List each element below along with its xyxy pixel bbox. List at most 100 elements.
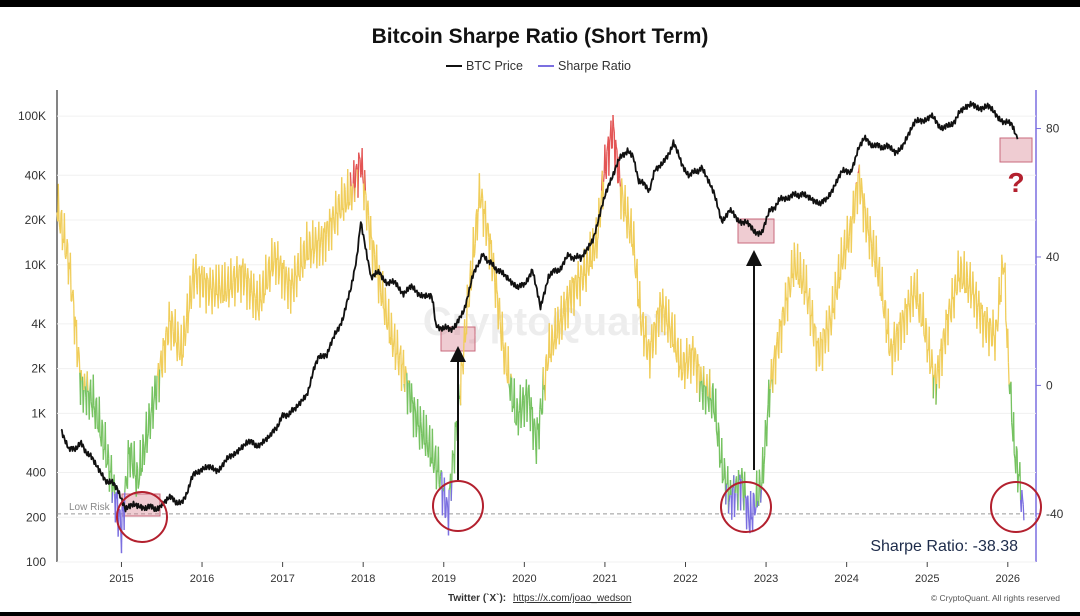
sharpe-segment: [962, 281, 965, 287]
sharpe-segment: [187, 309, 190, 314]
sharpe-segment: [639, 281, 642, 321]
sharpe-segment: [135, 462, 138, 497]
sharpe-segment: [335, 190, 337, 214]
sharpe-segment: [671, 312, 674, 347]
sharpe-segment: [277, 241, 280, 285]
sharpe-segment: [357, 152, 360, 198]
sharpe-segment: [89, 379, 92, 402]
sharpe-segment: [694, 347, 697, 351]
sharpe-segment: [57, 183, 60, 220]
sharpe-segment: [433, 452, 436, 467]
sharpe-segment: [860, 178, 863, 190]
sharpe-segment: [693, 347, 696, 363]
sharpe-segment: [606, 145, 609, 152]
sharpe-segment: [653, 321, 656, 324]
sharpe-segment: [106, 463, 108, 466]
sharpe-segment: [611, 147, 613, 150]
sharpe-segment: [713, 412, 716, 416]
sharpe-segment: [582, 285, 585, 291]
sharpe-segment: [850, 220, 853, 253]
left-tick-label: 1K: [31, 406, 46, 420]
sharpe-segment: [559, 317, 562, 325]
sharpe-segment: [288, 267, 290, 281]
sharpe-segment: [203, 267, 206, 278]
sharpe-segment: [343, 183, 346, 221]
sharpe-segment: [772, 358, 775, 393]
sharpe-segment: [212, 281, 215, 290]
sharpe-segment: [636, 258, 639, 307]
footer-twitter-link[interactable]: https://x.com/joao_wedson: [513, 593, 631, 604]
sharpe-segment: [890, 338, 893, 342]
sharpe-segment: [291, 268, 294, 283]
chart-title: Bitcoin Sharpe Ratio (Short Term): [372, 25, 709, 48]
sharpe-segment: [807, 295, 810, 300]
sharpe-segment: [848, 222, 851, 237]
sharpe-segment: [285, 266, 288, 273]
sharpe-segment: [212, 269, 215, 282]
sharpe-segment: [743, 471, 746, 496]
sharpe-segment: [372, 240, 375, 244]
sharpe-segment: [795, 270, 798, 280]
sharpe-segment: [234, 278, 237, 307]
sharpe-segment: [842, 244, 845, 264]
sharpe-segment: [498, 297, 501, 322]
sharpe-segment: [694, 350, 697, 365]
sharpe-segment: [963, 251, 966, 294]
sharpe-segment: [134, 474, 137, 478]
sharpe-segment: [845, 248, 848, 251]
sharpe-segment: [763, 455, 766, 465]
sharpe-segment: [901, 309, 904, 331]
sharpe-segment: [218, 264, 221, 285]
sharpe-segment: [871, 246, 874, 267]
sharpe-segment: [556, 337, 558, 340]
x-tick-label: 2021: [593, 573, 617, 585]
sharpe-segment: [888, 350, 891, 357]
sharpe-segment: [231, 282, 234, 298]
left-tick-label: 4K: [31, 317, 46, 331]
sharpe-segment: [723, 458, 726, 472]
sharpe-segment: [624, 184, 627, 215]
sharpe-segment: [1015, 446, 1018, 474]
sharpe-segment: [253, 292, 256, 299]
sharpe-segment: [76, 358, 79, 368]
sharpe-segment: [784, 282, 787, 301]
sharpe-segment: [819, 332, 822, 340]
sharpe-segment: [586, 256, 589, 271]
sharpe-segment: [149, 413, 152, 439]
sharpe-segment: [460, 352, 463, 366]
sharpe-segment: [392, 338, 395, 348]
sharpe-segment: [702, 366, 705, 386]
sharpe-segment: [310, 247, 313, 251]
sharpe-segment: [666, 322, 669, 328]
sharpe-segment: [139, 439, 142, 476]
sharpe-segment: [840, 237, 843, 263]
sharpe-segment: [168, 301, 171, 320]
sharpe-segment: [105, 464, 108, 468]
sharpe-segment: [504, 342, 507, 373]
sharpe-segment: [646, 343, 649, 360]
sharpe-segment: [244, 263, 247, 273]
sharpe-segment: [476, 212, 479, 241]
sharpe-segment: [619, 178, 622, 187]
sharpe-segment: [518, 410, 521, 414]
sharpe-segment: [884, 299, 887, 302]
sharpe-segment: [897, 321, 900, 361]
sharpe-segment: [420, 421, 423, 434]
sharpe-segment: [245, 272, 248, 280]
sharpe-segment: [226, 279, 229, 297]
sharpe-segment: [448, 487, 451, 491]
sharpe-segment: [793, 242, 796, 257]
sharpe-segment: [768, 388, 771, 418]
sharpe-segment: [918, 294, 921, 323]
sharpe-segment: [805, 264, 808, 297]
sharpe-segment: [373, 243, 376, 255]
sharpe-segment: [379, 274, 382, 293]
sharpe-segment: [155, 375, 158, 410]
x-tick-label: 2022: [673, 573, 697, 585]
sharpe-segment: [700, 366, 703, 381]
sharpe-segment: [627, 216, 630, 231]
sharpe-segment: [196, 268, 199, 295]
circle-2019: [432, 480, 484, 532]
sharpe-segment: [343, 183, 346, 190]
